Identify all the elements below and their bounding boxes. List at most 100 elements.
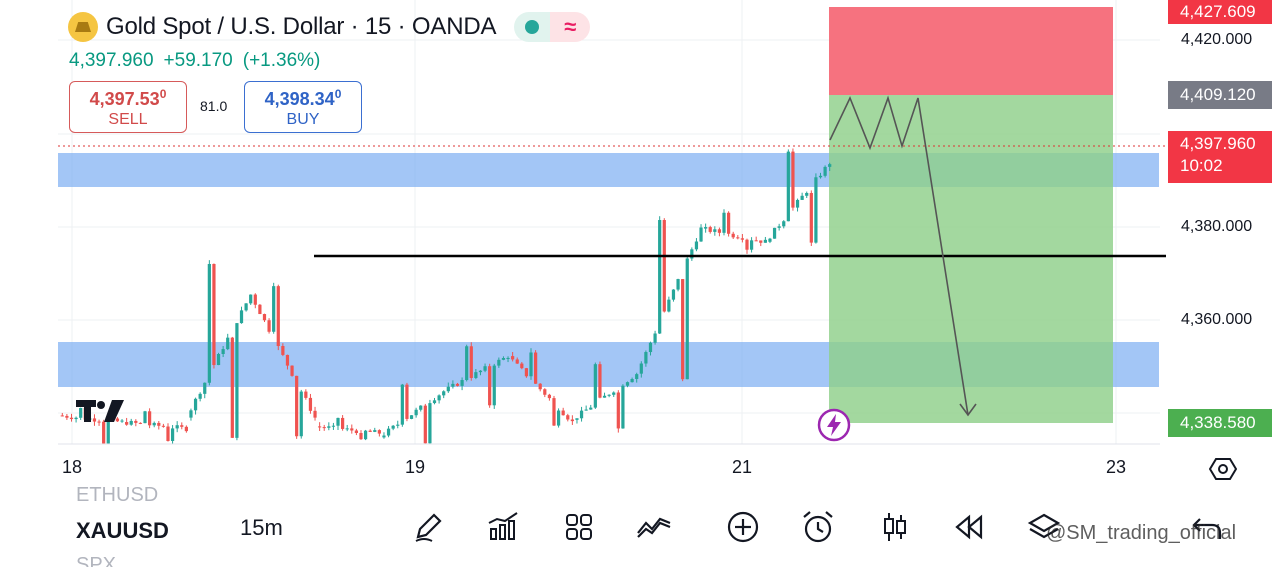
current-price-tag[interactable]: 4,397.960 10:02 — [1168, 131, 1272, 183]
candle-body — [543, 389, 547, 395]
candle-body — [722, 212, 726, 233]
symbol-title[interactable]: Gold Spot / U.S. Dollar · 15 · OANDA — [106, 13, 497, 40]
candle-body — [272, 286, 276, 332]
symbol-prev[interactable]: ETHUSD — [76, 484, 159, 506]
candle-body — [483, 366, 487, 371]
candle-body — [125, 422, 129, 425]
stop-price-tag[interactable]: 4,427.609 — [1168, 0, 1272, 24]
candle-body — [782, 221, 786, 227]
buy-button[interactable]: 4,398.340 BUY — [244, 81, 362, 133]
candle-body — [648, 342, 653, 353]
candle-body — [828, 164, 832, 167]
candle-body — [515, 359, 519, 364]
candle-body — [584, 409, 588, 411]
candle-body — [786, 151, 790, 222]
candle-body — [428, 403, 432, 444]
candle-body — [538, 383, 542, 390]
market-status[interactable]: ≈ — [514, 12, 591, 42]
candle-body — [713, 229, 717, 232]
candle-body — [777, 226, 781, 228]
candle-body — [152, 422, 156, 426]
candle-body — [639, 363, 643, 374]
candle-body — [368, 430, 372, 432]
candle-body — [662, 220, 666, 312]
candle-body — [170, 428, 175, 441]
candle-body — [630, 379, 634, 383]
candle-body — [432, 400, 437, 404]
take-profit-zone[interactable] — [829, 95, 1113, 423]
price-tick: 4,420.000 — [1181, 31, 1253, 48]
indicators-icon[interactable] — [485, 509, 521, 545]
alarm-icon[interactable] — [800, 509, 836, 545]
buy-price: 4,398.34 — [264, 89, 335, 109]
candle-body — [267, 320, 271, 332]
symbol-active[interactable]: XAUUSD — [76, 518, 169, 543]
candle-body — [520, 363, 524, 369]
stop-loss-zone[interactable] — [829, 7, 1113, 95]
compare-icon[interactable] — [636, 509, 672, 545]
candle-body — [754, 240, 758, 242]
candle-body — [566, 415, 570, 420]
candle-body — [363, 430, 368, 440]
entry-price-tag[interactable]: 4,409.120 — [1168, 81, 1272, 109]
candle-body — [653, 333, 657, 343]
candle-body — [589, 407, 593, 410]
candle-body — [791, 151, 795, 208]
candle-body — [635, 374, 639, 380]
sell-button[interactable]: 4,397.530 SELL — [69, 81, 187, 133]
candle-body — [221, 349, 225, 354]
candle-body — [354, 430, 359, 434]
candle-body — [736, 237, 740, 239]
rewind-icon[interactable] — [951, 509, 987, 545]
layers-icon[interactable] — [1026, 509, 1062, 545]
interval-selector[interactable]: 15m — [240, 515, 283, 540]
candle-body — [69, 417, 74, 420]
candle-body — [74, 417, 78, 420]
candle-body — [800, 195, 804, 200]
candle-body — [235, 323, 239, 438]
target-price-tag[interactable]: 4,338.580 — [1168, 409, 1272, 437]
candle-body — [405, 384, 409, 419]
symbol-header: Gold Spot / U.S. Dollar · 15 · OANDA ≈ — [68, 12, 591, 42]
undo-icon[interactable] — [1190, 509, 1226, 545]
candle-body — [579, 410, 584, 419]
candle-body — [455, 383, 460, 386]
candle-body — [731, 233, 735, 238]
candle-body — [533, 352, 538, 384]
candle-body — [290, 365, 294, 376]
candle-body — [65, 415, 69, 418]
drawing-pen-icon[interactable] — [410, 509, 446, 545]
candle-body — [561, 410, 565, 416]
candle-body — [726, 212, 731, 234]
candle-body — [492, 365, 496, 406]
projection-path[interactable] — [829, 95, 969, 416]
candle-body — [506, 357, 510, 359]
candle-body — [699, 227, 703, 242]
flash-alert-icon[interactable] — [817, 408, 851, 442]
layouts-icon[interactable] — [561, 509, 597, 545]
candle-body — [143, 411, 147, 424]
candle-body — [465, 346, 469, 381]
candle-body — [203, 382, 207, 394]
candle-body — [511, 356, 515, 360]
price-change: +59.170 — [163, 50, 233, 71]
candle-body — [795, 199, 800, 208]
candle-body — [478, 370, 483, 373]
candle-body — [239, 310, 244, 324]
candle-body — [644, 352, 648, 364]
candle-body — [244, 303, 248, 311]
candle-body — [138, 422, 143, 424]
candle-body — [350, 428, 354, 431]
candle-body — [708, 227, 712, 232]
symbol-next[interactable]: SPX — [76, 554, 117, 567]
chart-settings-icon[interactable] — [1209, 455, 1237, 483]
time-tick: 18 — [62, 457, 83, 477]
candle-body — [157, 422, 161, 426]
candle-body — [602, 395, 607, 398]
candles-icon[interactable] — [877, 509, 913, 545]
candle-body — [667, 299, 671, 312]
candle-body — [759, 240, 763, 243]
time-tick: 21 — [732, 457, 753, 477]
add-icon[interactable] — [725, 509, 761, 545]
